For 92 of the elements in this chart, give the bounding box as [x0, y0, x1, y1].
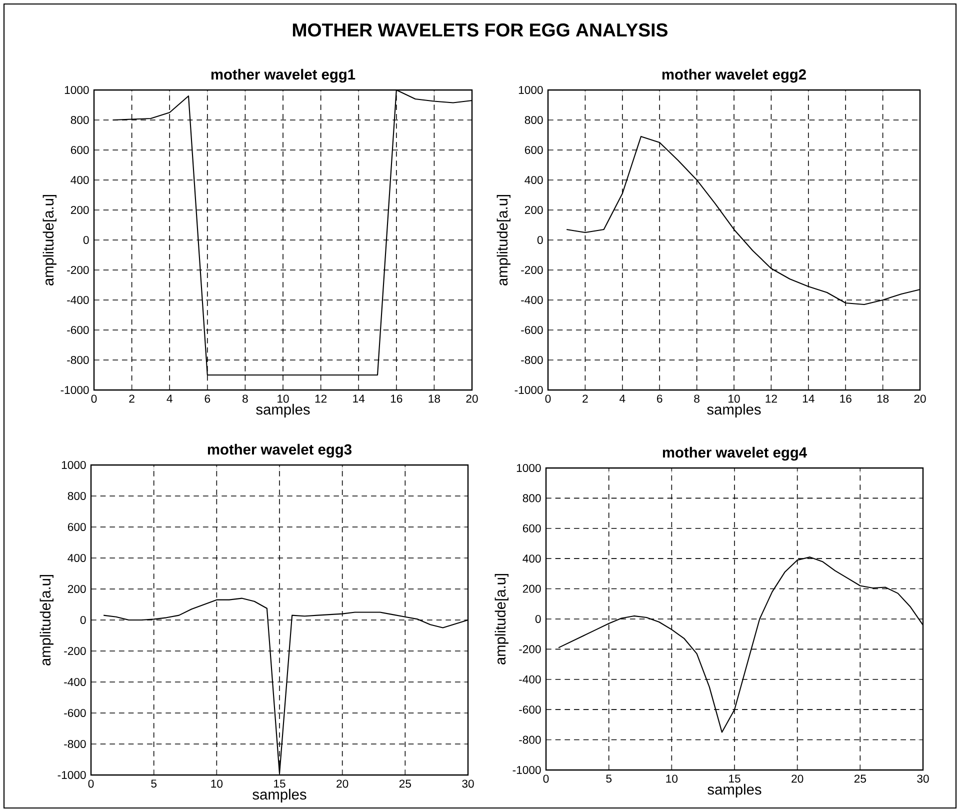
y-tick-label: 1000 [518, 86, 543, 94]
y-tick-label: 200 [522, 584, 541, 593]
y-tick-label: -200 [67, 266, 89, 274]
y-tick-label: -800 [67, 356, 89, 364]
y-tick-label: 200 [70, 206, 89, 214]
x-tick-label: 20 [336, 780, 348, 788]
y-tick-label: 600 [70, 146, 89, 154]
x-axis-title: samples [252, 788, 306, 803]
x-tick-label: 0 [91, 394, 97, 403]
y-tick-label: 0 [80, 616, 86, 624]
y-tick-label: 400 [70, 176, 89, 184]
y-tick-label: 1000 [516, 464, 541, 472]
x-tick-label: 10 [211, 780, 223, 788]
chart-title: mother wavelet egg2 [662, 68, 806, 83]
x-tick-label: 20 [792, 774, 804, 783]
text: MOTHER WAVELETS FOR EGG ANALYSIS [292, 23, 668, 37]
y-tick-label: -800 [521, 356, 543, 364]
x-tick-label: 4 [166, 394, 172, 402]
x-tick-label: 10 [278, 394, 289, 403]
x-tick-label: 30 [462, 780, 474, 788]
y-tick-label: 1000 [62, 460, 86, 469]
x-tick-label: 5 [151, 780, 157, 788]
y-tick-label: 200 [68, 584, 86, 593]
y-tick-label: -400 [64, 678, 86, 686]
x-tick-label: 0 [543, 774, 549, 783]
y-axis-title: amplitude[a.u] [494, 574, 508, 664]
y-tick-label: -600 [519, 706, 541, 714]
y-tick-label: -200 [521, 266, 543, 274]
x-tick-label: 25 [399, 780, 411, 788]
y-tick-label: 1000 [64, 86, 89, 94]
y-tick-label: 800 [68, 492, 86, 500]
x-tick-label: 8 [694, 394, 700, 403]
y-tick-label: -600 [64, 708, 86, 717]
y-tick-label: 800 [70, 116, 89, 124]
y-tick-label: 600 [524, 146, 543, 154]
y-tick-label: -1000 [60, 386, 89, 394]
chart-title: mother wavelet egg1 [211, 68, 356, 83]
x-tick-label: 6 [657, 394, 662, 403]
y-tick-label: 0 [83, 236, 89, 244]
y-tick-label: -600 [67, 326, 89, 334]
x-tick-label: 8 [242, 394, 248, 403]
chart-title: mother wavelet egg3 [208, 444, 352, 458]
x-tick-label: 30 [917, 774, 929, 783]
y-tick-label: 800 [524, 116, 543, 124]
y-tick-label: 600 [522, 524, 541, 532]
x-tick-label: 16 [390, 394, 402, 403]
y-tick-label: -600 [521, 326, 543, 334]
y-tick-label: 200 [524, 206, 543, 214]
x-tick-label: 2 [582, 394, 588, 403]
x-tick-label: 6 [204, 394, 210, 403]
y-axis-title: amplitude[a.u] [496, 194, 510, 286]
y-tick-label: 0 [537, 236, 543, 244]
x-tick-label: 15 [729, 774, 740, 783]
x-tick-label: 25 [854, 774, 866, 783]
x-tick-label: 18 [877, 394, 889, 403]
y-tick-label: -200 [64, 646, 86, 655]
y-tick-label: -400 [67, 296, 89, 304]
y-tick-label: 400 [68, 554, 86, 562]
x-tick-label: 15 [274, 780, 286, 788]
chart-title: mother wavelet egg4 [662, 446, 807, 461]
x-tick-label: 10 [728, 394, 740, 403]
x-tick-label: 0 [545, 394, 551, 403]
y-tick-label: 400 [522, 554, 541, 563]
x-tick-label: 16 [840, 394, 852, 403]
y-tick-label: 400 [524, 176, 543, 184]
x-tick-label: 2 [129, 394, 134, 403]
x-tick-label: 10 [666, 774, 678, 783]
y-axis-title: amplitude[a.u] [40, 574, 54, 666]
y-tick-label: -1000 [514, 386, 543, 394]
x-tick-label: 20 [466, 394, 478, 403]
x-tick-label: 14 [802, 394, 814, 402]
y-tick-label: -200 [519, 645, 541, 654]
x-tick-label: 20 [914, 394, 926, 403]
y-tick-label: -1000 [58, 770, 86, 779]
y-tick-label: -1000 [512, 766, 541, 774]
y-tick-label: 800 [522, 494, 541, 502]
x-axis-title: samples [707, 404, 761, 418]
y-tick-label: -400 [519, 675, 541, 684]
x-tick-label: 5 [606, 774, 612, 783]
x-tick-label: 12 [766, 394, 777, 403]
y-tick-label: -800 [519, 736, 541, 744]
y-tick-label: 600 [68, 522, 86, 531]
y-tick-label: 0 [535, 614, 541, 623]
x-tick-label: 18 [428, 394, 440, 403]
x-tick-label: 4 [620, 394, 626, 402]
x-tick-label: 12 [315, 394, 327, 403]
x-axis-title: samples [256, 404, 310, 418]
y-tick-label: -800 [64, 740, 86, 748]
y-tick-label: -400 [521, 296, 543, 304]
x-axis-title: samples [708, 784, 762, 798]
x-tick-label: 14 [353, 394, 365, 402]
y-axis-title: amplitude[a.u] [42, 194, 56, 286]
